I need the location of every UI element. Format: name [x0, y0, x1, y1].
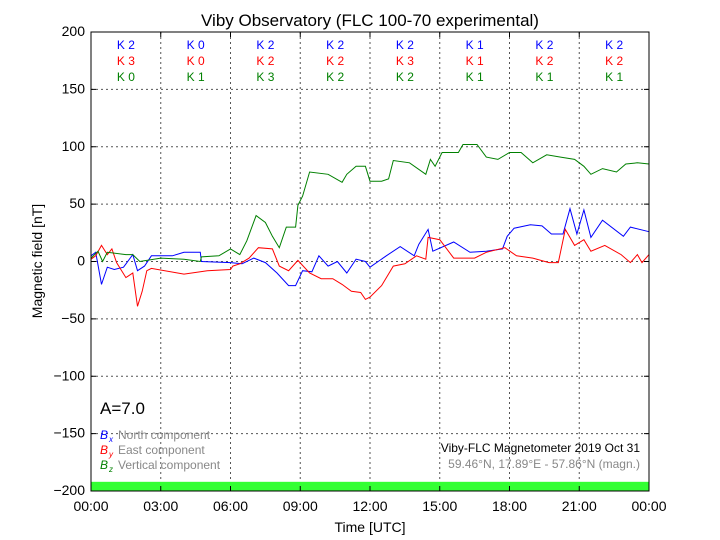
k-index-label: K 1: [466, 38, 484, 52]
k-index-label: K 2: [535, 38, 553, 52]
k-index-label: K 1: [187, 70, 205, 84]
y-tick-label: −50: [61, 310, 85, 326]
y-tick-label: −150: [53, 425, 85, 441]
k-index-label: K 2: [605, 54, 623, 68]
y-tick-label: 0: [77, 253, 85, 269]
k-index-label: K 2: [256, 54, 274, 68]
series-line-z: [90, 144, 650, 263]
k-index-label: K 1: [466, 54, 484, 68]
station-label: Viby-FLC Magnetometer 2019 Oct 31: [441, 441, 641, 455]
a-index: A=7.0: [100, 399, 145, 418]
legend-subscript: y: [108, 450, 114, 459]
y-tick-label: 50: [69, 195, 85, 211]
k-index-label: K 2: [256, 38, 274, 52]
k-index-label: K 0: [117, 70, 135, 84]
k-index-label: K 2: [535, 54, 553, 68]
legend-subscript: x: [108, 435, 114, 444]
k-index-label: K 3: [117, 54, 135, 68]
legend-subscript: z: [108, 465, 113, 474]
y-tick-label: 200: [62, 23, 86, 39]
k-index-label: K 2: [605, 38, 623, 52]
chart-title: Viby Observatory (FLC 100-70 experimenta…: [201, 11, 539, 30]
series-line-x: [90, 206, 650, 287]
x-tick-label: 00:00: [631, 498, 666, 514]
legend-symbol: B: [100, 458, 108, 472]
k-index-table: K 2 K 0 K 2 K 2 K 2 K 1 K 2 K 2 K 3 K 0 K 2 K 2 K 3 K…: [117, 38, 624, 84]
y-tick-label: 100: [62, 138, 86, 154]
k-index-label: K 0: [187, 54, 205, 68]
series-line-y: [90, 228, 650, 307]
k-index-label: K 2: [326, 54, 344, 68]
y-tick-label: −200: [53, 482, 85, 498]
k-index-label: K 2: [326, 38, 344, 52]
k-index-label: K 2: [326, 70, 344, 84]
k-index-label: K 0: [187, 38, 205, 52]
k-index-label: K 2: [396, 38, 414, 52]
k-index-label: K 1: [605, 70, 623, 84]
legend-label: Vertical component: [118, 458, 221, 472]
k-index-label: K 2: [117, 38, 135, 52]
x-tick-label: 18:00: [492, 498, 527, 514]
x-tick-label: 00:00: [73, 498, 108, 514]
x-tick-label: 12:00: [352, 498, 387, 514]
k-index-label: K 2: [396, 70, 414, 84]
k-index-label: K 1: [466, 70, 484, 84]
k-index-label: K 3: [396, 54, 414, 68]
series-lines: [90, 144, 650, 307]
legend-symbol: B: [100, 443, 108, 457]
x-tick-label: 03:00: [143, 498, 178, 514]
grid: [91, 32, 649, 491]
axis-ticks: 00:00 03:00 06:00 09:00 12:00 15:00 18:00 21:00…: [53, 23, 666, 514]
x-tick-label: 21:00: [562, 498, 597, 514]
legend-label: East component: [118, 443, 205, 457]
y-tick-label: −100: [53, 367, 85, 383]
legend-symbol: B: [100, 428, 108, 442]
y-tick-label: 150: [62, 80, 86, 96]
station-coords: 59.46°N, 17.89°E - 57.86°N (magn.): [448, 457, 640, 471]
x-tick-label: 09:00: [283, 498, 318, 514]
x-tick-label: 06:00: [213, 498, 248, 514]
x-axis-label: Time [UTC]: [334, 519, 405, 535]
y-axis-label: Magnetic field [nT]: [29, 204, 45, 318]
legend-label: North component: [118, 428, 211, 442]
x-tick-label: 15:00: [422, 498, 457, 514]
k-index-label: K 3: [256, 70, 274, 84]
k-index-label: K 1: [535, 70, 553, 84]
